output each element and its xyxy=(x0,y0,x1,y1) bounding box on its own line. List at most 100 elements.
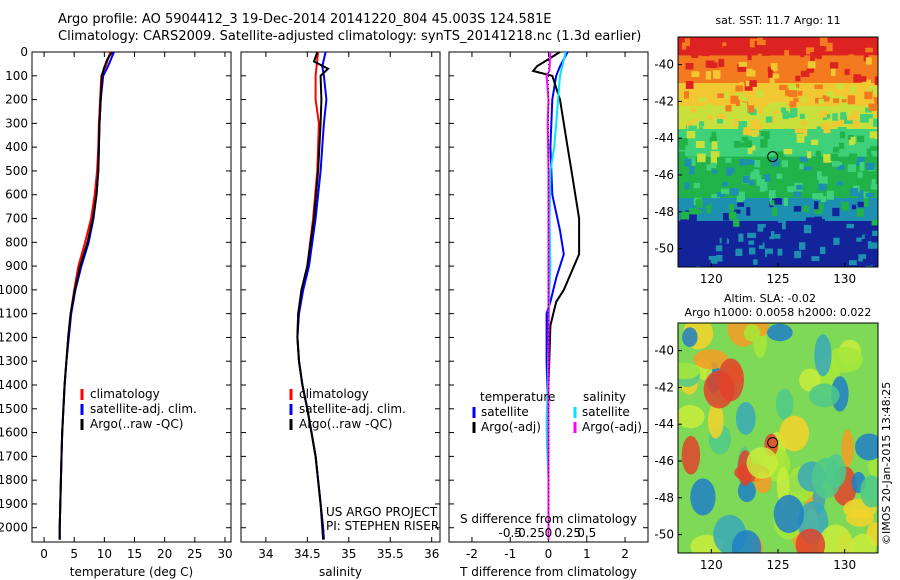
sst-pixel xyxy=(709,136,717,143)
sst-pixel xyxy=(758,242,765,249)
sst-pixel xyxy=(718,58,725,68)
sst-pixel xyxy=(781,160,789,168)
sst-pixel xyxy=(771,207,778,217)
sst-pixel xyxy=(763,131,770,140)
sst-pixel xyxy=(743,127,752,136)
sst-pixel xyxy=(799,156,809,162)
sst-pixel xyxy=(802,128,808,137)
sst-pixel xyxy=(738,121,748,130)
sst-pixel xyxy=(760,138,768,148)
sst-pixel xyxy=(703,197,710,206)
sst-pixel xyxy=(819,111,827,118)
sst-pixel xyxy=(744,81,753,91)
sst-pixel xyxy=(705,103,714,110)
sst-pixel xyxy=(851,204,857,210)
sst-pixel xyxy=(869,146,878,151)
depth-tick-label: 600 xyxy=(5,188,28,202)
sst-map-ytick-label: -46 xyxy=(654,168,674,182)
depth-tick-label: 1600 xyxy=(0,426,28,440)
sst-pixel xyxy=(753,169,760,176)
sla-blob xyxy=(867,454,878,479)
depth-tick-label: 400 xyxy=(5,140,28,154)
sst-pixel xyxy=(790,108,798,117)
sst-pixel xyxy=(862,79,871,85)
sst-pixel xyxy=(826,190,834,200)
sst-pixel xyxy=(716,254,723,262)
sst-map-image xyxy=(678,37,878,267)
sla-blob xyxy=(743,324,761,342)
sst-pixel xyxy=(824,121,829,130)
sst-pixel xyxy=(803,166,812,171)
sst-pixel xyxy=(691,51,699,58)
sst-pixel xyxy=(706,208,711,214)
sst-pixel xyxy=(685,62,694,70)
sst-pixel xyxy=(773,102,781,112)
sla-blob xyxy=(678,362,701,380)
sst-pixel xyxy=(818,98,824,105)
sla-blob xyxy=(776,466,790,505)
sst-pixel xyxy=(680,211,690,220)
sst-pixel xyxy=(691,71,700,78)
sst-pixel xyxy=(873,96,878,102)
sst-pixel xyxy=(710,256,718,264)
sst-pixel xyxy=(872,89,878,94)
sst-pixel xyxy=(780,107,787,113)
sst-pixel xyxy=(722,42,727,48)
depth-tick-label: 800 xyxy=(5,235,28,249)
sst-pixel xyxy=(715,245,723,252)
sst-pixel xyxy=(797,90,803,96)
depth-tick-label: 1500 xyxy=(0,402,28,416)
differences-xlabel: T difference from climatology xyxy=(459,565,637,579)
diff-legend-label: satellite xyxy=(582,405,630,419)
sst-pixel xyxy=(774,198,782,205)
sst-pixel xyxy=(684,182,690,190)
sst-pixel xyxy=(874,76,878,85)
sla-blob xyxy=(779,415,810,452)
sst-pixel xyxy=(806,68,815,73)
sst-pixel xyxy=(768,103,776,109)
sst-pixel xyxy=(757,224,766,232)
sst-pixel xyxy=(750,70,756,77)
sst-pixel xyxy=(784,50,790,58)
sst-pixel xyxy=(739,159,747,166)
sst-pixel xyxy=(717,117,723,124)
sst-pixel xyxy=(850,188,859,197)
sst-pixel xyxy=(682,252,692,258)
sst-pixel xyxy=(688,125,697,131)
sst-pixel xyxy=(794,250,802,259)
sst-pixel xyxy=(859,161,865,171)
sla-blob xyxy=(855,433,878,461)
sst-pixel xyxy=(866,114,873,119)
sst-pixel xyxy=(763,174,771,182)
sst-pixel xyxy=(769,253,777,259)
sla-blob xyxy=(775,388,794,420)
sst-pixel xyxy=(818,203,824,211)
sst-pixel xyxy=(764,248,773,258)
sst-pixel xyxy=(758,106,764,114)
sst-pixel xyxy=(863,198,869,207)
sst-pixel xyxy=(865,47,873,53)
sst-pixel xyxy=(737,63,747,72)
sst-pixel xyxy=(733,218,740,227)
sla-blob xyxy=(773,494,804,534)
sst-pixel xyxy=(811,256,820,261)
sst-pixel xyxy=(738,62,747,67)
sst-pixel xyxy=(698,127,704,132)
sst-pixel xyxy=(865,192,875,198)
sla-map-ytick-label: -48 xyxy=(654,491,674,505)
sst-pixel xyxy=(776,173,783,180)
differences-series-s-argo-adj- xyxy=(545,51,552,540)
sla-blob xyxy=(690,478,716,516)
sst-pixel xyxy=(697,228,702,233)
sla-blob xyxy=(735,402,756,435)
sst-pixel xyxy=(756,178,765,186)
sdiff-tick-label: 0.5 xyxy=(577,526,596,540)
sst-pixel xyxy=(857,171,863,178)
sst-pixel xyxy=(841,262,847,267)
temperature-xtick-label: 5 xyxy=(70,547,78,561)
sst-pixel xyxy=(874,131,878,140)
sst-pixel xyxy=(856,237,865,242)
sst-pixel xyxy=(738,142,746,148)
sst-pixel xyxy=(865,57,872,65)
sla-blob xyxy=(811,457,842,499)
